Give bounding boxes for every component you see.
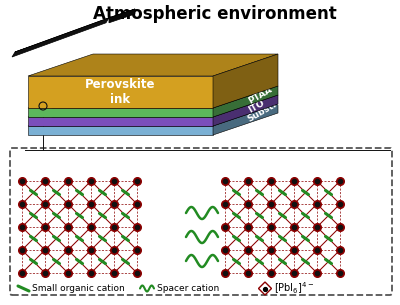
Text: Small organic cation: Small organic cation xyxy=(32,284,125,293)
Polygon shape xyxy=(28,104,278,126)
Text: Perovskite
ink: Perovskite ink xyxy=(85,78,156,106)
Text: Substrate: Substrate xyxy=(246,91,294,124)
Text: ITO: ITO xyxy=(246,98,266,114)
Polygon shape xyxy=(28,108,213,117)
FancyBboxPatch shape xyxy=(10,148,392,295)
Polygon shape xyxy=(15,9,135,52)
Polygon shape xyxy=(213,54,278,108)
Polygon shape xyxy=(28,76,213,108)
Text: Spacer cation: Spacer cation xyxy=(157,284,219,293)
Text: Blade coater: Blade coater xyxy=(25,9,94,41)
Polygon shape xyxy=(109,9,135,23)
Polygon shape xyxy=(28,54,278,76)
Text: PTAA: PTAA xyxy=(246,84,273,106)
Polygon shape xyxy=(12,18,109,57)
Polygon shape xyxy=(213,95,278,126)
Polygon shape xyxy=(258,282,272,295)
Polygon shape xyxy=(213,104,278,135)
Polygon shape xyxy=(28,86,278,108)
Polygon shape xyxy=(28,117,213,126)
Text: Atmospheric environment: Atmospheric environment xyxy=(93,5,337,23)
Polygon shape xyxy=(28,95,278,117)
Polygon shape xyxy=(213,86,278,117)
Polygon shape xyxy=(28,126,213,135)
Text: $[\mathrm{PbI_6}]^{4-}$: $[\mathrm{PbI_6}]^{4-}$ xyxy=(274,281,314,296)
